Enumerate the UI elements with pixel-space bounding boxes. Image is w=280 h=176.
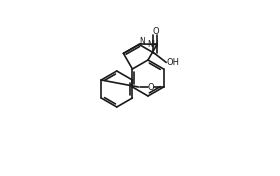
Text: N: N: [139, 37, 145, 46]
Text: OH: OH: [167, 58, 180, 67]
Text: O: O: [152, 27, 159, 36]
Text: NH: NH: [147, 40, 159, 49]
Text: O: O: [148, 83, 154, 92]
